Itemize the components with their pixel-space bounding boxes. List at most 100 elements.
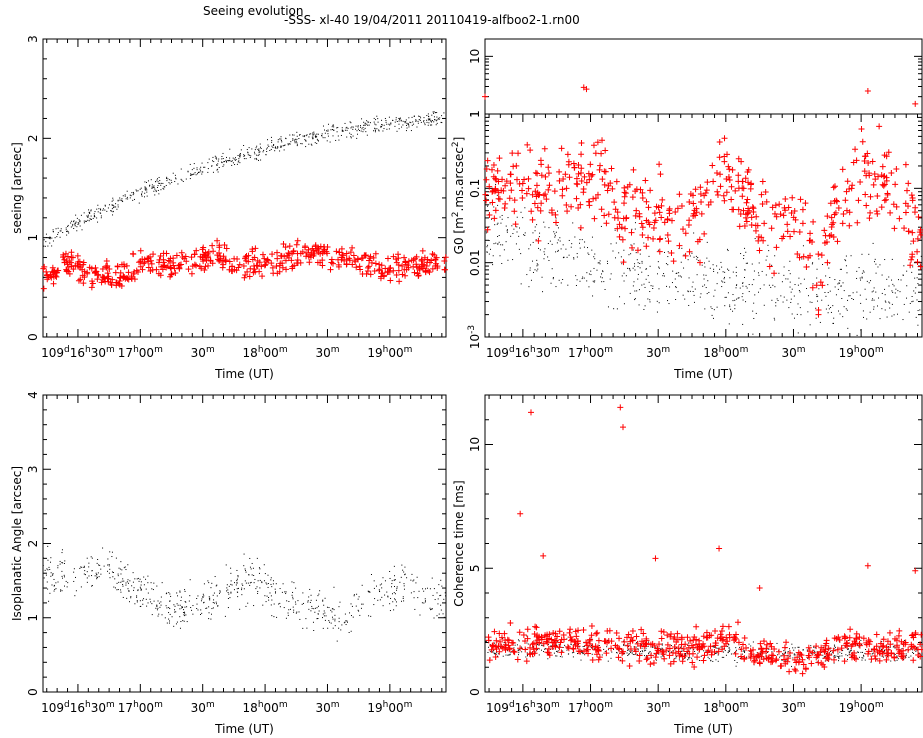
data-point [686, 248, 693, 255]
data-point [699, 296, 701, 298]
data-point [649, 301, 651, 303]
data-point [367, 124, 369, 126]
data-point [127, 582, 129, 584]
data-point [327, 133, 329, 135]
data-point [570, 160, 577, 167]
data-point [847, 655, 849, 657]
data-point [589, 171, 596, 178]
data-point [652, 288, 654, 290]
data-point [575, 162, 582, 169]
data-point [714, 192, 721, 199]
data-point [202, 263, 209, 270]
data-point [879, 318, 881, 320]
data-point [869, 311, 871, 313]
data-point [202, 596, 204, 598]
data-point [846, 185, 853, 192]
data-point [671, 282, 673, 284]
data-point [80, 586, 82, 588]
data-point [503, 642, 505, 644]
data-point [689, 656, 691, 658]
data-point [537, 643, 539, 645]
data-point [209, 242, 216, 249]
data-point [296, 142, 298, 144]
data-point [166, 592, 168, 594]
data-point [166, 180, 168, 182]
data-point [63, 574, 65, 576]
data-point [641, 650, 643, 652]
data-point [582, 652, 584, 654]
data-point [86, 215, 88, 217]
data-point [739, 178, 746, 185]
data-point [802, 649, 804, 651]
data-point [687, 657, 689, 659]
data-point [381, 583, 383, 585]
data-point [788, 270, 790, 272]
data-point [77, 276, 84, 283]
data-point [552, 278, 554, 280]
data-point [350, 252, 357, 259]
data-point [513, 647, 515, 649]
data-point [429, 609, 431, 611]
data-point [426, 115, 428, 117]
data-point [841, 658, 848, 665]
data-point [352, 135, 354, 137]
data-point [712, 264, 714, 266]
data-point [847, 658, 849, 660]
data-point [263, 259, 270, 266]
data-point [798, 655, 800, 657]
data-point [244, 155, 246, 157]
data-point [488, 646, 490, 648]
data-point [536, 224, 538, 226]
data-point [716, 283, 718, 285]
data-point [802, 200, 809, 207]
data-point [768, 284, 770, 286]
data-point [192, 173, 194, 175]
data-point [162, 182, 164, 184]
data-point [873, 631, 880, 638]
data-point [258, 567, 260, 569]
data-point [896, 296, 898, 298]
data-point [644, 655, 651, 662]
data-point [374, 128, 376, 130]
data-point [160, 604, 162, 606]
data-point [658, 266, 660, 268]
data-point [251, 562, 253, 564]
data-point [790, 214, 797, 221]
data-point [551, 637, 558, 644]
gzero-series-black [484, 183, 922, 336]
data-point [399, 117, 401, 119]
data-point [57, 567, 59, 569]
data-point [703, 262, 705, 264]
data-point [888, 301, 890, 303]
data-point [543, 633, 550, 640]
data-point [628, 229, 635, 236]
data-point [670, 258, 677, 265]
data-point [205, 248, 212, 255]
data-point [402, 120, 404, 122]
data-point [658, 214, 665, 221]
data-point [117, 204, 119, 206]
data-point [717, 635, 724, 642]
data-point [594, 258, 596, 260]
data-point [618, 224, 625, 231]
data-point [559, 656, 561, 658]
data-point [46, 581, 48, 583]
data-point [60, 228, 62, 230]
data-point [287, 614, 289, 616]
data-point [566, 649, 568, 651]
data-point [276, 147, 278, 149]
data-point [314, 142, 316, 144]
x-tick-label: 18h00m [243, 345, 288, 360]
data-point [83, 565, 85, 567]
data-point [842, 282, 844, 284]
data-point [116, 582, 118, 584]
data-point [89, 212, 91, 214]
data-point [416, 266, 423, 273]
data-point [693, 301, 695, 303]
data-point [803, 263, 810, 270]
data-point [775, 648, 782, 655]
data-point [908, 192, 915, 199]
y-tick-label: 0 [26, 333, 40, 341]
data-point [616, 233, 623, 240]
data-point [49, 264, 56, 271]
